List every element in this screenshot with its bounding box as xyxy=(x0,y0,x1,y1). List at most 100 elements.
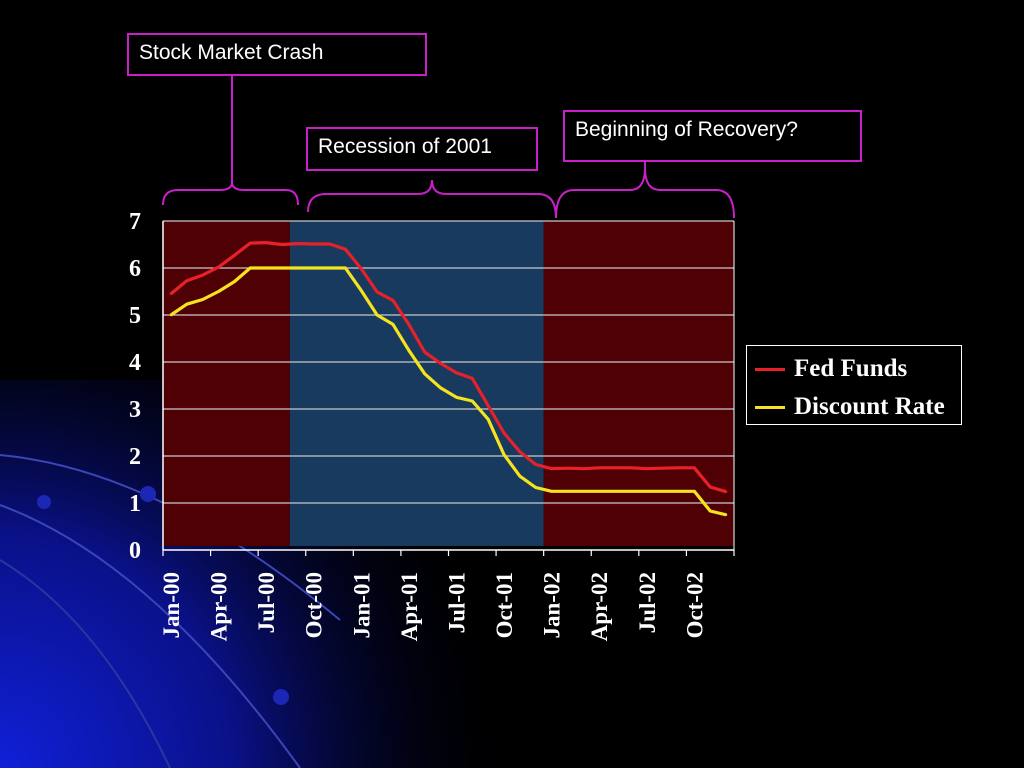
shaded-periods xyxy=(163,221,734,546)
data-point xyxy=(328,242,331,246)
y-tick-label: 3 xyxy=(129,397,141,423)
decorative-arc xyxy=(0,504,301,768)
decorative-arc xyxy=(0,559,171,768)
data-point xyxy=(486,418,490,421)
annotation-recovery: Beginning of Recovery? xyxy=(563,110,862,162)
series-lines xyxy=(169,241,728,517)
data-point xyxy=(328,266,331,270)
data-point xyxy=(439,386,442,390)
y-tick-label: 6 xyxy=(129,256,141,282)
data-point xyxy=(312,242,315,246)
x-tick-label: Apr-00 xyxy=(207,572,232,641)
gridlines xyxy=(163,220,734,504)
annotation-connectors xyxy=(162,76,735,219)
data-point xyxy=(249,266,252,270)
data-point xyxy=(693,466,696,469)
x-tick-label: Oct-02 xyxy=(682,572,707,638)
data-point xyxy=(645,490,648,493)
data-point xyxy=(518,450,522,453)
data-point xyxy=(661,467,664,470)
data-point xyxy=(709,509,712,513)
annotation-recession: Recession of 2001 xyxy=(306,127,538,171)
data-point xyxy=(391,323,395,326)
data-point xyxy=(201,273,204,277)
legend-item-discount-rate: Discount Rate xyxy=(755,392,945,422)
y-tick-label: 2 xyxy=(129,444,141,470)
data-point xyxy=(629,466,633,469)
data-point xyxy=(375,290,379,294)
data-point xyxy=(217,290,220,293)
data-point xyxy=(486,404,490,407)
x-tick-label: Jan-00 xyxy=(159,572,184,638)
data-point xyxy=(296,266,300,270)
data-point xyxy=(550,490,553,493)
y-tick-label: 5 xyxy=(129,303,141,329)
x-tick-label: Jul-01 xyxy=(444,572,469,633)
x-tick-label: Jul-00 xyxy=(254,572,279,633)
data-point xyxy=(677,490,680,493)
data-point xyxy=(661,490,664,493)
x-tick-label: Jul-02 xyxy=(635,572,660,633)
legend: Fed Funds Discount Rate xyxy=(746,345,962,425)
data-point xyxy=(233,254,236,257)
legend-item-fed-funds: Fed Funds xyxy=(755,354,907,384)
data-point xyxy=(264,241,268,244)
decorative-dot xyxy=(37,495,51,509)
data-point xyxy=(597,466,601,469)
x-tick-label: Apr-01 xyxy=(397,572,422,641)
data-point xyxy=(233,280,236,283)
data-point xyxy=(693,490,696,493)
x-tick-label: Jan-02 xyxy=(540,572,565,638)
data-point xyxy=(407,349,411,352)
recession-brace xyxy=(307,179,557,219)
data-point xyxy=(249,241,252,245)
legend-label-discount-rate: Discount Rate xyxy=(794,393,945,420)
y-tick-label: 1 xyxy=(129,491,141,517)
data-point xyxy=(502,453,506,456)
data-point xyxy=(502,431,506,435)
data-point xyxy=(439,362,442,365)
y-tick-label: 0 xyxy=(129,538,141,564)
data-point xyxy=(169,313,173,317)
data-point xyxy=(280,266,284,270)
data-point xyxy=(534,463,537,466)
data-point xyxy=(677,466,680,469)
recovery-brace xyxy=(555,167,735,219)
data-point xyxy=(360,267,363,271)
crash-brace xyxy=(162,181,299,206)
data-point xyxy=(423,350,426,354)
shaded-band-0 xyxy=(163,221,290,546)
data-point xyxy=(375,313,379,317)
data-point xyxy=(455,371,458,375)
decorative-dot xyxy=(273,689,289,705)
data-point xyxy=(455,396,458,399)
data-point xyxy=(423,372,426,375)
data-point xyxy=(534,486,537,489)
data-point xyxy=(360,289,363,292)
data-point xyxy=(217,265,220,269)
y-tick-labels: 0 1 2 3 4 5 6 7 xyxy=(129,209,141,564)
data-point xyxy=(709,485,712,489)
data-point xyxy=(296,242,300,245)
shaded-band-2 xyxy=(543,221,734,546)
x-tick-label: Oct-00 xyxy=(302,572,327,638)
data-point xyxy=(566,490,569,493)
data-point xyxy=(312,266,315,270)
data-point xyxy=(629,490,633,493)
data-point xyxy=(344,248,347,251)
data-point xyxy=(344,266,347,270)
data-point xyxy=(550,467,553,470)
annotation-crash: Stock Market Crash xyxy=(127,33,427,76)
x-tick-label: Oct-01 xyxy=(492,572,517,638)
data-point xyxy=(264,266,268,270)
decorative-dot xyxy=(140,486,156,502)
data-point xyxy=(518,475,522,478)
data-point xyxy=(471,399,474,403)
data-point xyxy=(597,490,601,493)
x-tick-label: Apr-02 xyxy=(587,572,612,641)
data-point xyxy=(645,467,648,470)
data-point xyxy=(566,467,569,470)
data-point xyxy=(280,243,284,246)
x-tick-label: Jan-01 xyxy=(349,572,374,638)
